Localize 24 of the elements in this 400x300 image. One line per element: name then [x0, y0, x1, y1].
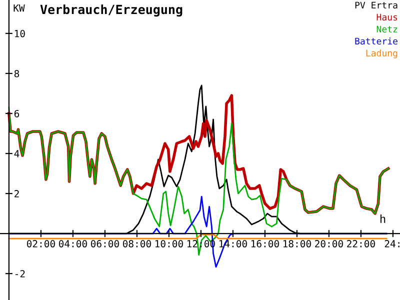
y-tick-label: 4 [14, 150, 20, 158]
y-tick-label: 2 [14, 190, 19, 198]
x-tick-label: 20:00 [315, 240, 343, 248]
y-tick-label: 8 [14, 70, 20, 78]
y-tick-label: 6 [14, 110, 20, 118]
y-tick-label: 10 [14, 30, 25, 38]
x-tick-label: 06:00 [90, 240, 119, 248]
x-tick-label: 16:00 [251, 240, 279, 248]
x-tick-label: 18:00 [283, 240, 311, 248]
text: Ladung [366, 50, 398, 58]
x-axis-title: h [380, 214, 386, 223]
x-tick-label: 22:00 [347, 240, 375, 248]
y-tick-label: -2 [16, 270, 25, 278]
x-tick-label: 04:00 [58, 240, 87, 248]
text: Netz [376, 26, 398, 33]
x-tick-label: 08:00 [122, 240, 151, 248]
text: Batterie [355, 38, 398, 45]
x-tick-label: 24: [384, 240, 400, 248]
text: PV Ertra [355, 2, 398, 9]
y-axis-title: KW [14, 4, 25, 12]
text: Haus [376, 14, 398, 21]
chart-title: Verbrauch/Erzeugung [40, 4, 182, 17]
x-tick-label: 10:00 [155, 240, 183, 248]
x-tick-label: 02:00 [26, 240, 55, 248]
